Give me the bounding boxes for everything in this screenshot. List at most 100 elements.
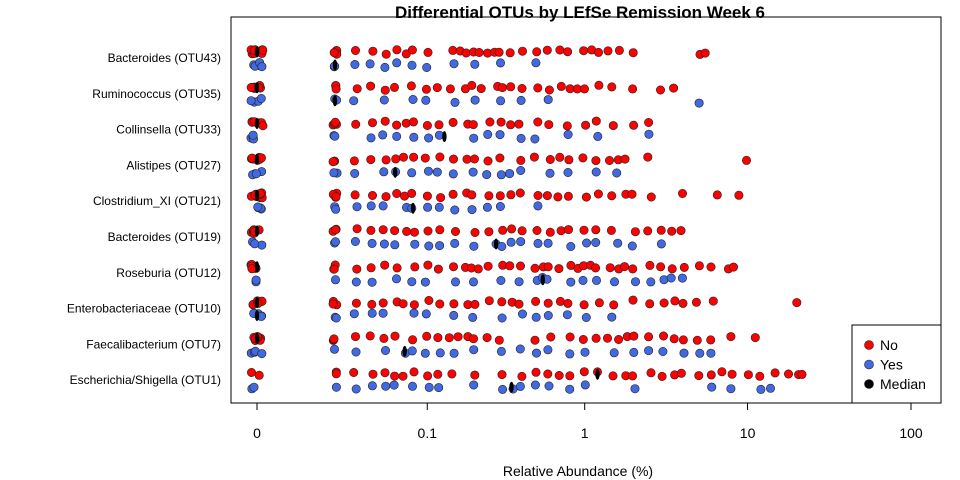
data-point-yes bbox=[469, 345, 479, 355]
data-point-yes bbox=[449, 310, 459, 320]
data-point-no bbox=[578, 334, 588, 344]
data-point-no bbox=[544, 120, 554, 130]
data-point-yes bbox=[516, 133, 526, 143]
data-point-yes bbox=[424, 133, 434, 143]
data-point-yes bbox=[256, 94, 266, 104]
data-point-no bbox=[422, 331, 432, 341]
data-point-yes bbox=[482, 202, 492, 212]
data-point-yes bbox=[644, 346, 654, 356]
data-point-yes bbox=[410, 239, 420, 249]
y-tick-label: Bacteroides (OTU19) bbox=[108, 230, 221, 244]
data-point-yes bbox=[496, 96, 506, 106]
data-point-yes bbox=[392, 131, 402, 141]
data-point-no bbox=[482, 333, 492, 343]
data-point-no bbox=[669, 83, 679, 93]
data-point-no bbox=[563, 47, 573, 57]
data-point-no bbox=[628, 48, 638, 58]
data-point-yes bbox=[644, 129, 654, 139]
data-point-yes bbox=[468, 277, 478, 287]
data-point-no bbox=[366, 263, 376, 273]
data-point-no bbox=[389, 82, 399, 92]
data-point-no bbox=[350, 332, 360, 342]
data-point-no bbox=[422, 191, 432, 201]
data-point-yes bbox=[566, 277, 576, 287]
data-point-yes bbox=[515, 344, 525, 354]
median-marker bbox=[254, 46, 260, 58]
data-point-no bbox=[706, 370, 716, 380]
data-point-no bbox=[628, 84, 638, 94]
data-point-yes bbox=[515, 381, 525, 391]
data-point-no bbox=[495, 191, 505, 201]
data-point-yes bbox=[591, 275, 601, 285]
data-point-no bbox=[391, 154, 401, 164]
median-marker bbox=[254, 82, 260, 94]
data-point-yes bbox=[498, 384, 508, 394]
data-point-no bbox=[470, 370, 480, 380]
y-tick-label: Roseburia (OTU12) bbox=[116, 266, 221, 280]
data-point-no bbox=[783, 369, 793, 379]
data-point-no bbox=[484, 191, 494, 201]
data-point-yes bbox=[607, 312, 617, 322]
data-point-no bbox=[398, 299, 408, 309]
data-point-no bbox=[485, 117, 495, 127]
data-point-no bbox=[505, 48, 515, 58]
data-point-no bbox=[565, 332, 575, 342]
data-point-yes bbox=[423, 202, 433, 212]
y-tick-label: Escherichia/Shigella (OTU1) bbox=[70, 373, 221, 387]
data-point-no bbox=[670, 296, 680, 306]
data-point-no bbox=[448, 154, 458, 164]
data-point-yes bbox=[434, 383, 444, 393]
data-point-yes bbox=[591, 238, 601, 248]
data-point-yes bbox=[423, 166, 433, 176]
median-marker bbox=[493, 238, 499, 250]
data-point-no bbox=[409, 367, 419, 377]
data-point-no bbox=[565, 371, 575, 381]
data-point-yes bbox=[421, 309, 431, 319]
data-point-no bbox=[410, 262, 420, 272]
data-point-yes bbox=[249, 382, 259, 392]
data-point-no bbox=[555, 152, 565, 162]
data-point-no bbox=[643, 152, 653, 162]
data-point-no bbox=[392, 263, 402, 273]
data-point-yes bbox=[517, 309, 527, 319]
data-point-no bbox=[677, 189, 687, 199]
data-point-no bbox=[706, 262, 716, 272]
data-point-yes bbox=[407, 60, 417, 70]
data-point-yes bbox=[329, 344, 339, 354]
data-point-yes bbox=[435, 241, 445, 251]
data-point-no bbox=[351, 298, 361, 308]
data-point-no bbox=[629, 331, 639, 341]
data-point-no bbox=[350, 45, 360, 55]
data-point-no bbox=[604, 156, 614, 166]
data-point-no bbox=[409, 300, 419, 310]
median-marker bbox=[254, 310, 260, 322]
data-point-yes bbox=[409, 132, 419, 142]
data-point-no bbox=[406, 81, 416, 91]
data-point-yes bbox=[469, 380, 479, 390]
data-point-no bbox=[470, 228, 480, 238]
data-point-no bbox=[483, 261, 493, 271]
data-point-yes bbox=[609, 277, 619, 287]
median-marker bbox=[402, 345, 407, 357]
data-point-no bbox=[398, 152, 408, 162]
data-point-yes bbox=[250, 239, 260, 249]
data-point-yes bbox=[424, 241, 434, 251]
data-point-no bbox=[644, 332, 654, 342]
data-point-no bbox=[514, 299, 524, 309]
data-point-yes bbox=[448, 169, 458, 179]
data-point-yes bbox=[378, 130, 388, 140]
data-point-no bbox=[667, 226, 677, 236]
data-point-no bbox=[656, 225, 666, 235]
data-point-no bbox=[563, 298, 573, 308]
data-point-no bbox=[643, 226, 653, 236]
data-point-yes bbox=[469, 133, 479, 143]
data-point-yes bbox=[530, 134, 540, 144]
data-point-yes bbox=[449, 59, 459, 69]
data-point-yes bbox=[409, 308, 419, 318]
data-point-yes bbox=[366, 133, 376, 143]
data-point-no bbox=[542, 45, 552, 55]
data-point-no bbox=[378, 225, 388, 235]
x-axis-label: Relative Abundance (%) bbox=[503, 463, 653, 479]
data-point-yes bbox=[331, 313, 341, 323]
data-point-no bbox=[331, 84, 341, 94]
